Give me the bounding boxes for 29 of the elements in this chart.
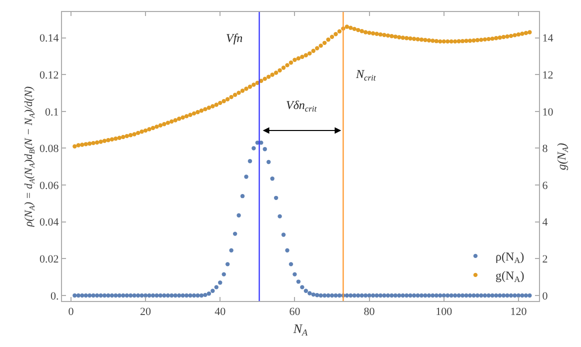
legend-label: g(N$_{A}$) <box>495 268 524 284</box>
y-tick-label: 0.14 <box>40 32 60 45</box>
y2-tick-label: 4 <box>542 216 548 229</box>
y2-tick-label: 10 <box>542 106 554 118</box>
x-tick-label: 80 <box>364 306 376 318</box>
x-tick-label: 40 <box>214 306 226 318</box>
legend-label: ρ(N$_{A}$) <box>495 250 524 266</box>
ref-line-label: Vfn <box>226 31 243 45</box>
y-tick-label: 0.02 <box>40 254 59 266</box>
y2-tick-label: 0 <box>542 290 548 302</box>
x-tick-label: 100 <box>436 306 453 318</box>
y-tick-label: 0.1 <box>45 106 59 118</box>
y-tick-label: 0. <box>50 290 60 302</box>
y2-tick-label: 12 <box>542 69 554 82</box>
x-tick-label: 20 <box>140 306 152 318</box>
y-tick-label: 0.08 <box>40 143 60 156</box>
y2-tick-label: 2 <box>542 254 548 266</box>
annotation: Vδn$_{crit}$ <box>286 98 318 114</box>
y-tick-label: 0.12 <box>40 69 59 82</box>
x-axis-title: N$_{A}$ <box>292 320 308 338</box>
y2-tick-label: 14 <box>542 32 554 45</box>
ref-line-label: N$_{crit}$ <box>355 67 376 83</box>
x-tick-label: 60 <box>289 306 301 318</box>
x-tick-label: 0 <box>68 306 74 318</box>
y-tick-label: 0.04 <box>40 216 60 229</box>
y-tick-label: 0.06 <box>40 180 60 192</box>
y2-tick-label: 6 <box>542 180 548 192</box>
x-tick-label: 120 <box>510 306 528 318</box>
y2-tick-label: 8 <box>542 143 548 156</box>
